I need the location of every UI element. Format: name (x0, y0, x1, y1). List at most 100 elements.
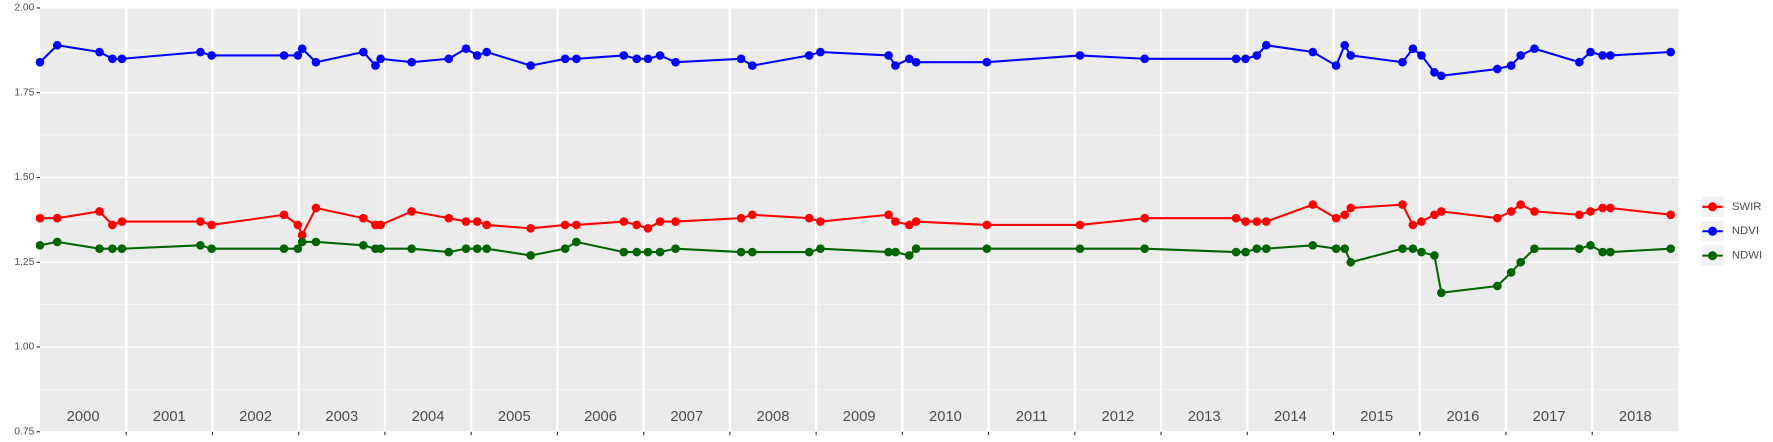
data-point (1252, 217, 1262, 226)
data-point (1586, 47, 1595, 57)
data-point (643, 247, 653, 257)
data-point (472, 244, 482, 254)
data-point (911, 57, 921, 67)
data-point (407, 244, 416, 254)
legend-marker (1708, 226, 1718, 236)
data-point (444, 213, 454, 223)
data-point (1340, 244, 1350, 254)
data-point (1574, 210, 1584, 220)
data-point (1530, 44, 1539, 53)
data-point (95, 244, 104, 254)
data-point (297, 230, 307, 240)
x-tick-label: 2001 (153, 409, 186, 425)
data-point (736, 213, 746, 223)
x-tick-label: 2003 (325, 409, 358, 425)
data-point (572, 237, 581, 247)
y-tick-label: 1.00 (14, 342, 34, 353)
data-point (1308, 200, 1318, 209)
data-point (904, 54, 914, 64)
data-point (407, 207, 416, 216)
data-point (1598, 247, 1607, 257)
data-point (117, 217, 127, 226)
data-point (95, 207, 104, 216)
legend-label: NDWI (1732, 250, 1762, 262)
data-point (444, 247, 454, 257)
data-point (207, 220, 216, 230)
data-point (891, 61, 900, 70)
data-point (1493, 281, 1502, 291)
data-point (1075, 51, 1085, 60)
data-point (52, 237, 62, 247)
data-point (655, 217, 665, 226)
data-point (279, 244, 289, 254)
data-point (52, 213, 62, 223)
data-point (1261, 244, 1271, 254)
data-point (655, 247, 665, 257)
data-point (1340, 210, 1350, 220)
data-point (655, 51, 665, 60)
y-tick-label: 0.75 (14, 426, 34, 437)
x-tick-label: 2004 (412, 409, 445, 425)
data-point (359, 47, 368, 57)
data-point (632, 247, 642, 257)
data-point (1606, 203, 1615, 213)
data-point (904, 220, 914, 230)
data-point (884, 247, 893, 257)
data-point (293, 51, 303, 60)
data-point (35, 240, 45, 250)
x-tick-label: 2017 (1533, 409, 1566, 425)
data-point (1436, 288, 1446, 298)
data-point (982, 244, 992, 254)
data-point (891, 217, 900, 226)
data-point (1436, 71, 1446, 81)
x-tick-label: 2008 (757, 409, 790, 425)
data-point (643, 54, 653, 64)
data-point (619, 217, 629, 226)
data-point (1666, 244, 1676, 254)
data-point (1530, 207, 1539, 216)
data-point (482, 47, 492, 57)
data-point (1666, 210, 1676, 220)
data-point (1598, 203, 1607, 213)
data-point (279, 51, 289, 60)
data-point (632, 220, 642, 230)
legend-marker (1708, 251, 1718, 261)
data-point (1586, 207, 1595, 216)
data-point (1398, 200, 1407, 209)
data-point (1506, 268, 1516, 277)
data-point (359, 240, 368, 250)
data-point (293, 244, 303, 254)
data-point (1417, 217, 1426, 226)
data-point (619, 51, 629, 60)
x-tick-label: 2018 (1619, 409, 1652, 425)
data-point (376, 244, 385, 254)
data-point (1666, 47, 1676, 57)
data-point (1436, 207, 1446, 216)
data-point (1506, 61, 1516, 70)
data-point (35, 57, 45, 67)
data-point (572, 220, 581, 230)
data-point (117, 244, 127, 254)
data-point (1261, 217, 1271, 226)
legend-label: SWIR (1732, 201, 1762, 213)
data-point (1140, 244, 1149, 254)
data-point (560, 220, 570, 230)
data-point (526, 224, 535, 233)
data-point (1574, 57, 1584, 67)
x-tick-label: 2000 (67, 409, 100, 425)
data-point (911, 217, 921, 226)
x-tick-label: 2013 (1188, 409, 1221, 425)
x-tick-label: 2007 (670, 409, 703, 425)
data-point (884, 51, 893, 60)
data-point (1516, 200, 1525, 209)
data-point (1606, 51, 1615, 60)
data-point (1430, 210, 1439, 220)
data-point (311, 57, 321, 67)
data-point (1346, 257, 1356, 267)
data-point (1241, 247, 1250, 257)
data-point (196, 217, 205, 226)
x-tick-label: 2002 (239, 409, 272, 425)
data-point (526, 251, 535, 260)
data-point (1430, 68, 1439, 77)
